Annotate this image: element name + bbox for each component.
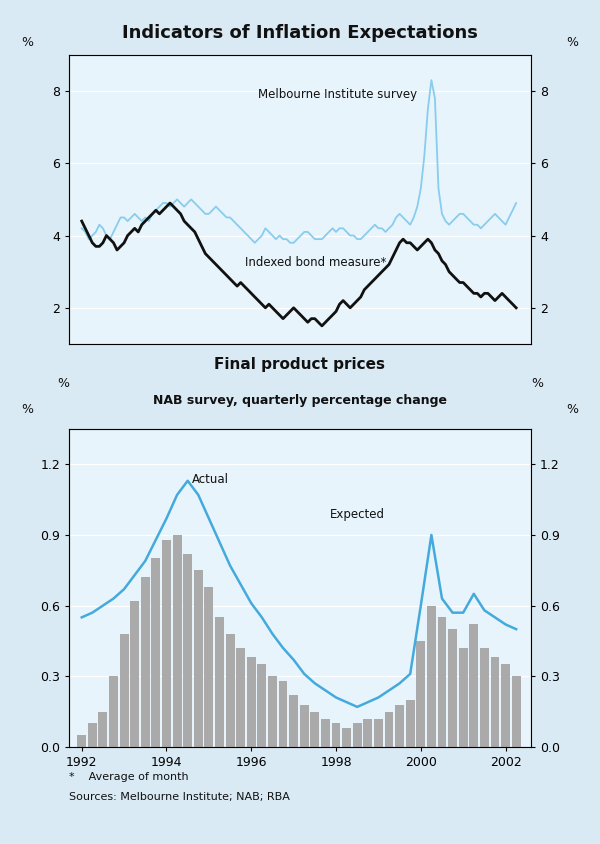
Text: *    Average of month: * Average of month xyxy=(69,772,188,782)
Bar xyxy=(77,735,86,747)
Bar xyxy=(173,535,182,747)
Bar xyxy=(342,728,351,747)
Bar xyxy=(205,587,214,747)
Bar xyxy=(247,657,256,747)
Text: NAB survey, quarterly percentage change: NAB survey, quarterly percentage change xyxy=(153,393,447,407)
Bar xyxy=(385,711,394,747)
Bar xyxy=(183,554,192,747)
Bar xyxy=(268,676,277,747)
Text: Sources: Melbourne Institute; NAB; RBA: Sources: Melbourne Institute; NAB; RBA xyxy=(69,792,290,802)
Bar xyxy=(119,634,128,747)
Bar xyxy=(98,711,107,747)
Bar xyxy=(427,606,436,747)
Bar xyxy=(374,719,383,747)
Bar xyxy=(406,700,415,747)
Bar xyxy=(88,723,97,747)
Text: %: % xyxy=(566,403,578,416)
Bar xyxy=(480,648,489,747)
Bar xyxy=(512,676,521,747)
Text: Final product prices: Final product prices xyxy=(215,357,386,371)
Bar xyxy=(151,559,160,747)
Bar xyxy=(310,711,319,747)
Bar xyxy=(353,723,362,747)
Bar xyxy=(215,617,224,747)
Bar xyxy=(416,641,425,747)
Text: Actual: Actual xyxy=(191,473,229,486)
Bar xyxy=(469,625,478,747)
Bar xyxy=(491,657,499,747)
Bar xyxy=(321,719,330,747)
Text: %: % xyxy=(531,377,543,391)
Text: Melbourne Institute survey: Melbourne Institute survey xyxy=(259,89,418,101)
Text: %: % xyxy=(22,36,34,49)
Text: Expected: Expected xyxy=(330,508,385,521)
Bar xyxy=(257,664,266,747)
Bar xyxy=(141,577,150,747)
Bar xyxy=(226,634,235,747)
Text: %: % xyxy=(566,36,578,49)
Bar xyxy=(364,719,372,747)
Bar xyxy=(289,695,298,747)
Text: Indicators of Inflation Expectations: Indicators of Inflation Expectations xyxy=(122,24,478,41)
Bar xyxy=(236,648,245,747)
Bar xyxy=(501,664,510,747)
Bar xyxy=(109,676,118,747)
Bar xyxy=(300,705,308,747)
Bar xyxy=(194,571,203,747)
Text: %: % xyxy=(57,377,69,391)
Bar xyxy=(459,648,467,747)
Text: %: % xyxy=(22,403,34,416)
Text: Indexed bond measure*: Indexed bond measure* xyxy=(245,256,386,269)
Bar xyxy=(278,681,287,747)
Bar xyxy=(130,601,139,747)
Bar xyxy=(332,723,340,747)
Bar xyxy=(395,705,404,747)
Bar xyxy=(162,539,171,747)
Bar xyxy=(448,629,457,747)
Bar xyxy=(437,617,446,747)
